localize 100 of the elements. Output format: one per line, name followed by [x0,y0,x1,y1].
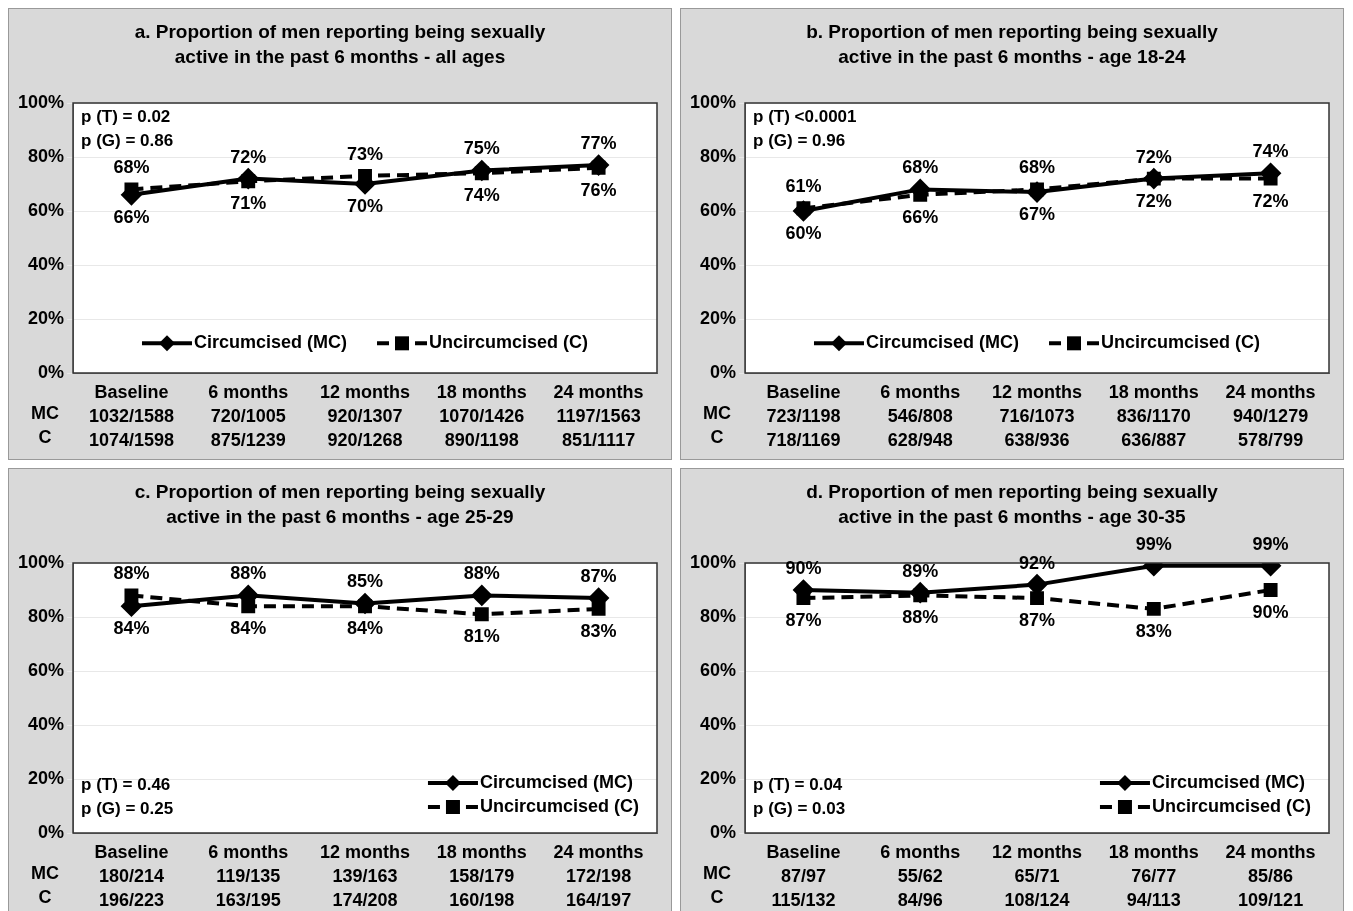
data-label: 72% [1135,146,1172,167]
annotation: p (T) = 0.04 [753,775,843,795]
chart-title: a. Proportion of men reporting being sexually active in the past 6 months - all ages [133,20,547,69]
annotation: p (G) = 0.96 [753,131,846,151]
chart-title: c. Proportion of men reporting being sexually active in the past 6 months - age 25-29 [133,480,547,529]
annotation: p (G) = 0.86 [81,131,174,151]
y-tick-label: 0% [38,821,65,842]
data-label: 87% [785,610,822,631]
data-label: 99% [1135,533,1172,554]
legend-label: Circumcised (MC) [479,771,633,792]
data-label: 88% [113,563,150,584]
data-label: 75% [463,138,500,159]
y-tick-label: 60% [700,199,737,220]
data-label: 71% [230,193,267,214]
data-label: 88% [230,563,267,584]
y-tick-label: 80% [700,605,737,626]
data-label: 68% [902,157,939,178]
data-label: 84% [230,618,267,639]
data-label: 88% [463,563,500,584]
data-label: 88% [902,607,939,628]
y-tick-label: 80% [700,145,737,166]
y-tick-label: 0% [710,361,737,382]
x-tick-label: 24 months 940/1279 578/799 [1225,381,1316,450]
text: C [38,426,52,447]
y-tick-label: 20% [28,307,65,328]
y-tick-label: 0% [38,361,65,382]
legend-label: Uncircumcised (C) [479,795,640,816]
data-label: 90% [785,557,822,578]
y-tick-label: 80% [28,605,65,626]
y-tick-label: 20% [28,767,65,788]
text: MC [703,402,732,423]
legend-label: Circumcised (MC) [193,332,348,353]
chart-title: d. Proportion of men reporting being sexually active in the past 6 months - age 30-35 [805,480,1219,529]
data-label: 66% [113,206,150,227]
data-label: 77% [580,133,617,154]
y-tick-label: 80% [28,145,65,166]
data-label: 90% [1252,601,1289,622]
data-label: 72% [230,146,267,167]
x-tick-label: 12 months 65/71 108/124 [992,841,1083,910]
x-tick-label: 24 months 1197/1563 851/1117 [553,381,644,450]
x-tick-label: Baseline 180/214 196/223 [94,841,169,910]
x-tick-label: 12 months 716/1073 638/936 [992,381,1083,450]
data-label: 83% [1135,620,1172,641]
data-label: 74% [1252,141,1289,162]
data-label: 87% [580,566,617,587]
y-tick-label: 0% [710,821,737,842]
data-label: 84% [113,618,150,639]
y-tick-label: 100% [17,551,65,572]
y-tick-label: 40% [700,253,737,274]
data-label: 61% [785,176,822,197]
x-tick-label: 18 months 836/1170 636/887 [1108,381,1199,450]
x-tick-label: 24 months 172/198 164/197 [553,841,644,910]
x-tick-label: 6 months 119/135 163/195 [208,841,289,910]
data-label: 83% [580,620,617,641]
annotation: p (T) = 0.46 [81,775,171,795]
x-tick-label: 24 months 85/86 109/121 [1225,841,1316,910]
x-tick-label: 12 months 139/163 174/208 [320,841,411,910]
annotation: p (G) = 0.25 [81,799,174,819]
y-tick-label: 60% [28,659,65,680]
data-label: 74% [463,185,500,206]
data-label: 70% [347,195,384,216]
annotation: p (T) = 0.02 [81,107,171,127]
data-label: 73% [347,143,384,164]
data-label: 76% [580,179,617,200]
annotation: p (T) <0.0001 [753,107,857,127]
text: MC [31,862,60,883]
x-tick-label: Baseline 1032/1588 1074/1598 [88,381,174,450]
legend-label: Uncircumcised (C) [1151,795,1312,816]
text: MC [31,402,60,423]
data-label: 85% [347,571,384,592]
data-label: 99% [1252,533,1289,554]
legend-label: Circumcised (MC) [1151,771,1305,792]
data-label: 67% [1019,204,1056,225]
y-tick-label: 40% [28,713,65,734]
text: C [38,886,52,907]
data-label: 60% [785,222,822,243]
data-label: 68% [113,157,150,178]
legend-label: Uncircumcised (C) [429,332,589,353]
y-tick-label: 100% [689,551,737,572]
x-tick-label: Baseline 723/1198 718/1169 [766,381,841,450]
y-tick-label: 40% [700,713,737,734]
y-tick-label: 100% [689,91,737,112]
text: C [710,886,724,907]
legend-label: Uncircumcised (C) [1101,332,1261,353]
data-label: 66% [902,206,939,227]
x-tick-label: 18 months 158/179 160/198 [436,841,527,910]
data-label: 72% [1135,190,1172,211]
data-label: 81% [463,626,500,647]
y-tick-label: 20% [700,307,737,328]
x-tick-label: 6 months 546/808 628/948 [880,381,961,450]
y-tick-label: 40% [28,253,65,274]
y-tick-label: 60% [700,659,737,680]
x-tick-label: 18 months 1070/1426 890/1198 [436,381,527,450]
x-tick-label: 6 months 55/62 84/96 [880,841,961,910]
y-tick-label: 20% [700,767,737,788]
data-label: 84% [347,618,384,639]
x-tick-label: Baseline 87/97 115/132 [766,841,841,910]
x-tick-label: 6 months 720/1005 875/1239 [208,381,289,450]
annotation: p (G) = 0.03 [753,799,846,819]
x-tick-label: 12 months 920/1307 920/1268 [320,381,411,450]
